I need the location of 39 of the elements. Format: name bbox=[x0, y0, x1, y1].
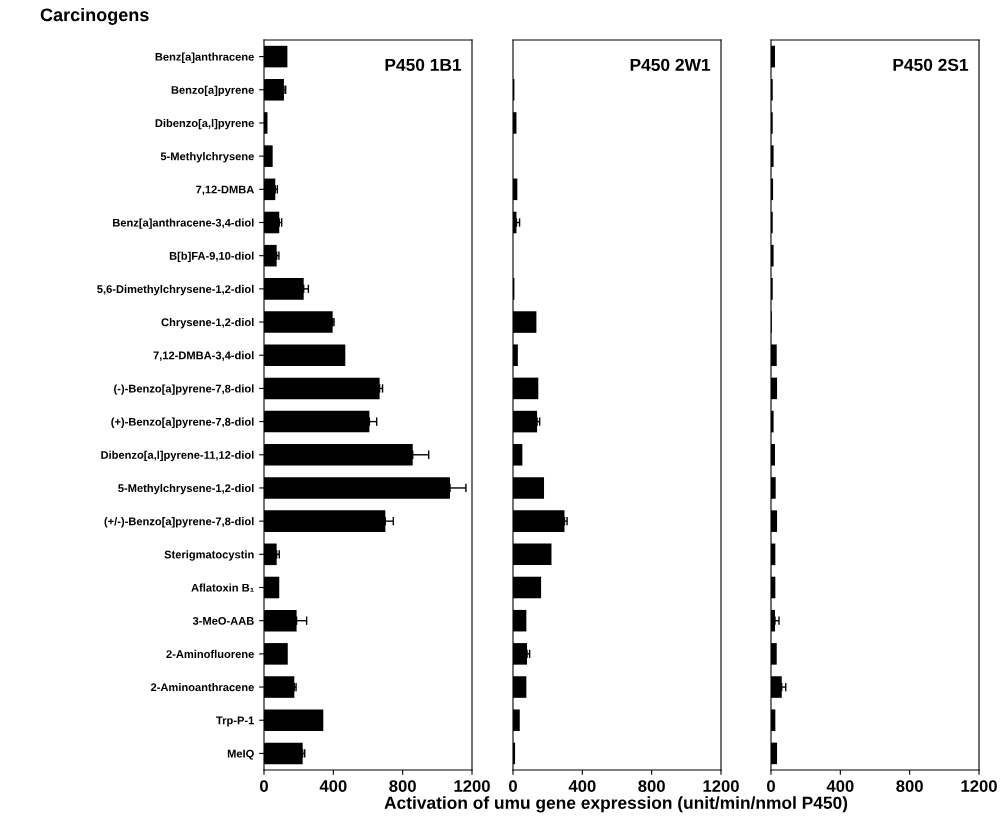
x-tick-label: 1200 bbox=[703, 780, 739, 792]
x-tick-label: 0 bbox=[509, 780, 517, 792]
text: P450 2W1 bbox=[630, 58, 711, 71]
x-tick-label: 800 bbox=[638, 780, 665, 792]
x-tick-label: 1200 bbox=[961, 780, 997, 792]
x-tick-label: 0 bbox=[767, 780, 775, 792]
y-tick-label: (+/-)-Benzo[a]pyrene-7,8-diol bbox=[104, 517, 254, 528]
y-tick-label: Dibenzo[a,l]pyrene-11,12-diol bbox=[101, 450, 254, 462]
x-tick-label: 400 bbox=[568, 780, 596, 792]
y-tick-label: (+)-Benzo[a]pyrene-7,8-diol bbox=[111, 417, 254, 428]
y-tick-label: 3-MeO-AAB bbox=[192, 616, 254, 625]
y-tick-label: Benz[a]anthracene-3,4-diol bbox=[113, 218, 254, 229]
y-tick-label: 5,6-Dimethylchrysene-1,2-diol bbox=[97, 284, 254, 296]
y-tick-label: 2-Aminoanthracene bbox=[150, 683, 254, 692]
text: P450 2S1 bbox=[893, 58, 969, 71]
y-tick-label: B[b]FA-9,10-diol bbox=[169, 251, 254, 263]
y-tick-label: MeIQ bbox=[227, 749, 254, 760]
x-tick-label: 1200 bbox=[454, 780, 490, 792]
x-tick-label: 800 bbox=[896, 780, 923, 792]
text: P450 1B1 bbox=[385, 58, 462, 71]
y-tick-label: Aflatoxin B₁ bbox=[191, 583, 254, 592]
y-tick-label: 5-Methylchrysene bbox=[160, 152, 254, 163]
x-tick-label: 0 bbox=[260, 780, 268, 792]
y-tick-label: 5-Methylchrysene-1,2-diol bbox=[118, 483, 254, 495]
y-tick-label: Benzo[a]pyrene bbox=[171, 85, 254, 97]
x-tick-label: 800 bbox=[389, 780, 416, 792]
y-tick-label: Benz[a]anthracene bbox=[155, 52, 254, 63]
y-tick-label: Trp-P-1 bbox=[216, 716, 254, 727]
x-axis-title: Activation of umu gene expression (unit/min/nmol P450) bbox=[384, 796, 848, 813]
x-tick-label: 400 bbox=[319, 780, 347, 792]
text: Carcinogens bbox=[40, 8, 149, 25]
y-tick-label: Chrysene-1,2-diol bbox=[161, 318, 254, 329]
x-tick-label: 400 bbox=[826, 780, 854, 792]
y-tick-label: Sterigmatocystin bbox=[164, 550, 254, 561]
y-tick-label: Dibenzo[a,l]pyrene bbox=[155, 118, 254, 130]
y-tick-label: 7,12-DMBA-3,4-diol bbox=[153, 351, 254, 361]
y-tick-label: 2-Aminofluorene bbox=[166, 649, 254, 658]
y-tick-label: 7,12-DMBA bbox=[196, 185, 254, 196]
y-tick-label: (-)-Benzo[a]pyrene-7,8-diol bbox=[114, 384, 254, 395]
